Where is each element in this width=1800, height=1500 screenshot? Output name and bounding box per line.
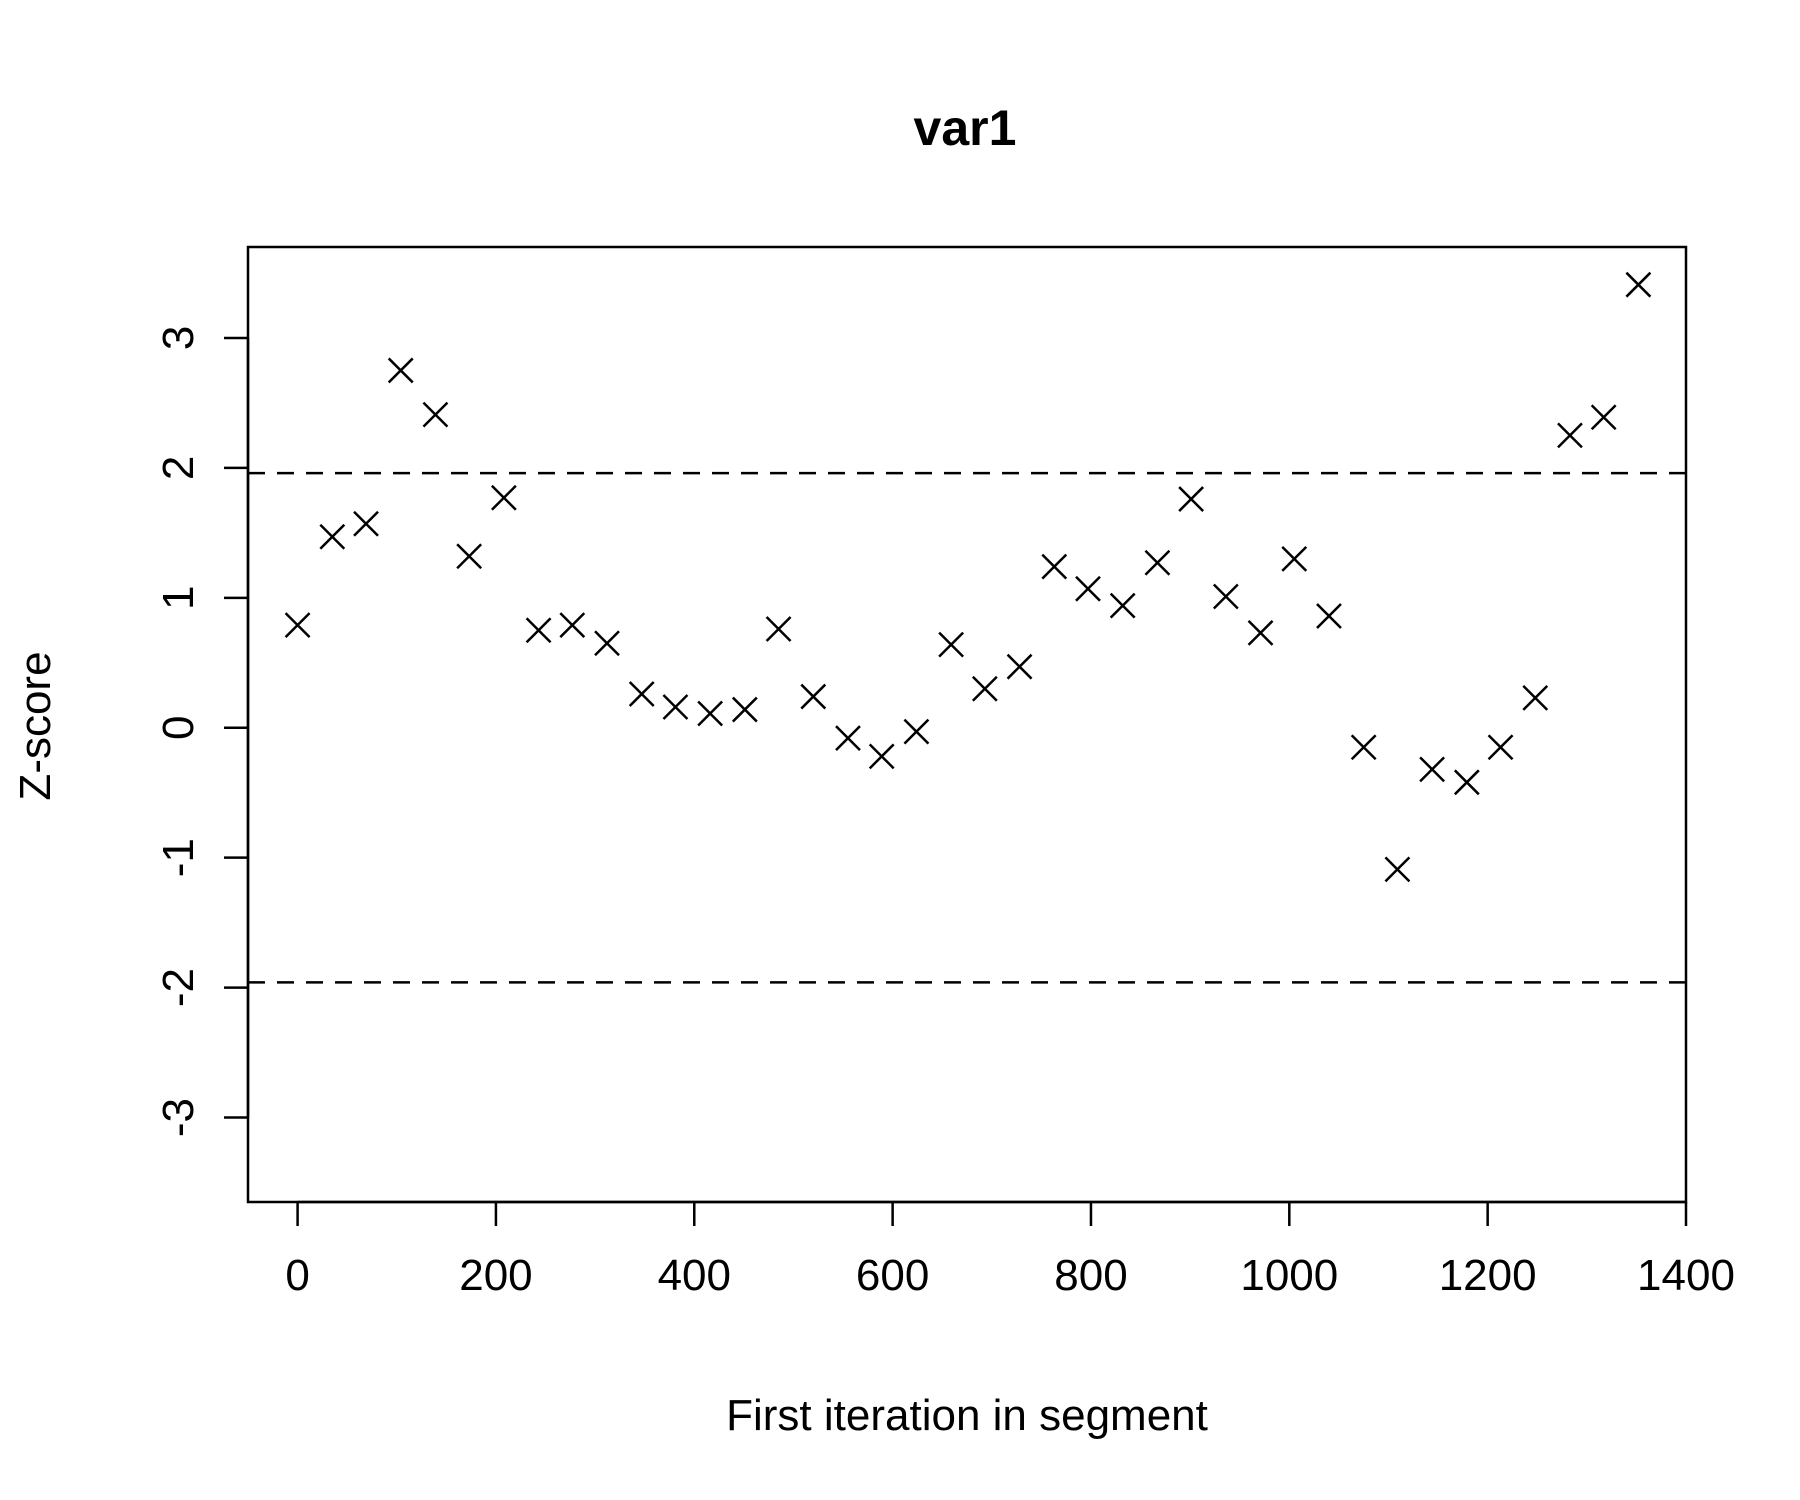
data-point — [1281, 545, 1308, 572]
data-point — [353, 510, 379, 537]
data-point — [284, 612, 311, 638]
y-tick-label: 0 — [154, 716, 203, 740]
data-point — [835, 725, 861, 752]
y-tick-label: -1 — [154, 838, 203, 877]
data-point — [594, 630, 620, 657]
data-point — [1384, 856, 1411, 883]
x-tick-label: 1200 — [1439, 1251, 1537, 1300]
data-point — [1006, 653, 1033, 680]
chart-title: var1 — [914, 100, 1017, 156]
y-tick-label: 3 — [154, 326, 203, 350]
data-point — [938, 631, 965, 658]
data-point — [456, 543, 483, 570]
data-point — [319, 523, 346, 550]
data-point — [868, 743, 895, 770]
x-tick-label: 0 — [285, 1251, 309, 1300]
x-tick-label: 600 — [856, 1251, 929, 1300]
x-axis: 0 200 400 600 800 1000 1200 1400 — [285, 1200, 1735, 1300]
data-point — [1590, 404, 1617, 431]
data-point — [765, 616, 792, 642]
data-point — [1350, 734, 1377, 761]
reference-lines — [248, 471, 1686, 984]
data-point — [490, 484, 517, 511]
data-point — [1041, 553, 1068, 580]
data-point — [1316, 603, 1342, 629]
data-points — [284, 271, 1652, 883]
data-point — [1453, 769, 1480, 796]
y-tick-label: -3 — [154, 1098, 203, 1137]
data-point — [1625, 271, 1652, 298]
y-axis: -3 -2 -1 0 1 2 3 — [154, 326, 250, 1137]
data-point — [1487, 734, 1514, 761]
y-axis-label: Z-score — [11, 651, 60, 800]
data-point — [1075, 575, 1101, 602]
data-point — [559, 612, 586, 638]
data-point — [422, 401, 449, 428]
data-point — [1557, 422, 1583, 449]
y-tick-label: -2 — [154, 968, 203, 1007]
data-point — [628, 681, 655, 707]
data-point — [697, 700, 724, 727]
y-tick-label: 2 — [154, 456, 203, 480]
data-point — [662, 694, 689, 720]
data-point — [1522, 684, 1549, 711]
data-point — [1247, 620, 1274, 646]
x-axis-label: First iteration in segment — [726, 1391, 1208, 1440]
data-point — [387, 357, 414, 384]
data-point — [1178, 486, 1205, 512]
x-tick-label: 400 — [658, 1251, 731, 1300]
data-point — [525, 617, 552, 644]
data-point — [1144, 549, 1171, 576]
x-tick-label: 800 — [1054, 1251, 1127, 1300]
data-point — [1419, 756, 1446, 783]
data-point — [971, 675, 998, 702]
plot-frame — [246, 245, 1688, 1204]
x-tick-label: 1000 — [1240, 1251, 1338, 1300]
data-point — [1109, 592, 1136, 619]
x-tick-label: 200 — [459, 1251, 532, 1300]
data-point — [731, 696, 758, 723]
y-tick-label: 1 — [154, 586, 203, 610]
data-point — [1212, 583, 1239, 610]
data-point — [800, 683, 827, 710]
data-point — [903, 718, 930, 745]
x-tick-label: 1400 — [1637, 1251, 1735, 1300]
